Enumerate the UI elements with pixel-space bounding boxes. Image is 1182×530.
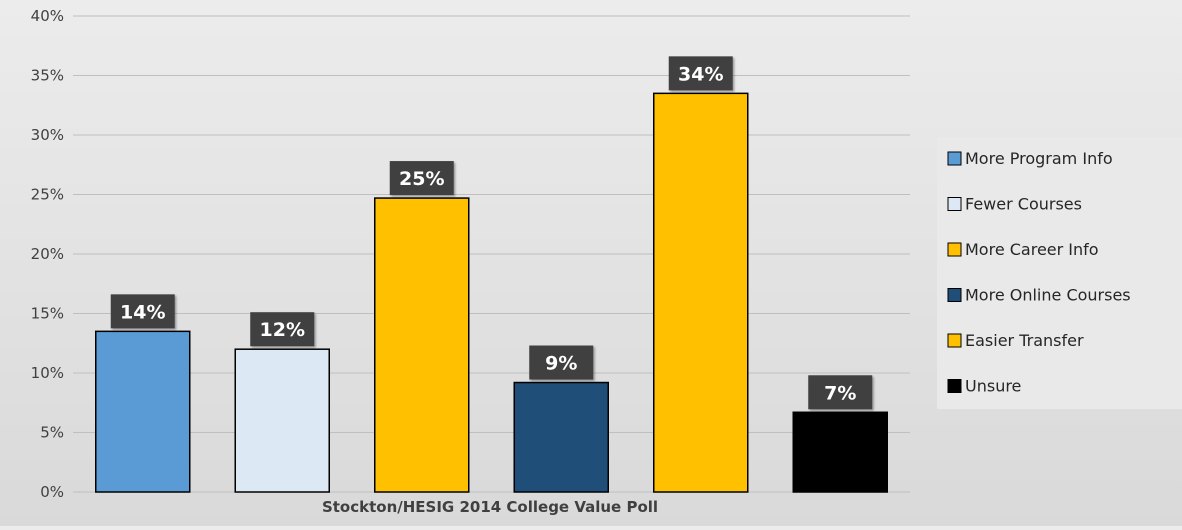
data-label: 25% — [389, 161, 454, 196]
y-tick-label: 10% — [31, 364, 64, 382]
legend-swatch — [947, 333, 962, 348]
data-label-text: 25% — [399, 168, 444, 190]
legend-entry: Fewer Courses — [947, 195, 1082, 214]
bar — [95, 330, 191, 493]
data-label-box — [529, 345, 594, 380]
legend-entry: More Career Info — [947, 240, 1099, 259]
legend-label: Unsure — [965, 377, 1021, 396]
y-tick-label: 35% — [31, 67, 64, 85]
bars — [95, 92, 888, 493]
legend-entry: Easier Transfer — [947, 331, 1084, 350]
y-tick-label: 15% — [31, 305, 64, 323]
y-tick-label: 5% — [40, 424, 64, 442]
legend-label: More Online Courses — [965, 286, 1131, 305]
y-tick-label: 20% — [31, 245, 64, 263]
bar — [234, 348, 330, 493]
legend-swatch — [947, 197, 962, 211]
data-label-box — [110, 294, 175, 329]
data-label-box — [389, 161, 454, 196]
legend-swatch — [947, 288, 962, 302]
y-tick-label: 0% — [40, 483, 64, 501]
data-label-text: 14% — [120, 301, 165, 323]
data-label: 12% — [250, 312, 315, 347]
data-labels: 14% 12% 25% 9% 34% 7% — [110, 56, 873, 410]
legend-label: Fewer Courses — [965, 195, 1082, 214]
legend-label: More Program Info — [965, 149, 1113, 168]
legend-label: More Career Info — [965, 240, 1099, 259]
legend-swatch — [947, 379, 962, 393]
bar — [653, 92, 749, 493]
y-tick-label: 25% — [31, 186, 64, 204]
legend-entry: More Program Info — [947, 149, 1113, 168]
legend-swatch — [947, 151, 962, 166]
gridlines — [73, 15, 910, 493]
data-label: 34% — [668, 56, 733, 91]
data-label-box — [668, 56, 733, 91]
data-label-text: 12% — [260, 319, 305, 341]
data-label-box — [808, 375, 873, 410]
x-axis-title: Stockton/HESIG 2014 College Value Poll — [322, 498, 658, 516]
legend-label: Easier Transfer — [965, 331, 1084, 350]
data-label: 9% — [529, 345, 594, 380]
legend: More Program Info Fewer Courses More Caree… — [937, 137, 1182, 409]
data-label-box — [250, 312, 315, 347]
data-label-text: 9% — [545, 353, 577, 375]
data-label-text: 34% — [678, 63, 723, 85]
bar — [792, 411, 888, 493]
legend-swatch — [947, 242, 962, 257]
data-label: 14% — [110, 294, 175, 329]
y-tick-label: 40% — [31, 7, 64, 25]
data-label-text: 7% — [824, 382, 856, 404]
data-label: 7% — [808, 375, 873, 410]
y-tick-label: 30% — [31, 126, 64, 144]
legend-box — [937, 137, 1182, 409]
bar — [513, 381, 609, 493]
y-axis-tick-labels: 0% 5% 10% 15% 20% 25% 30% 35% 40% — [31, 7, 64, 501]
legend-entry: More Online Courses — [947, 286, 1131, 305]
bar — [374, 197, 470, 493]
legend-entry: Unsure — [947, 377, 1021, 396]
